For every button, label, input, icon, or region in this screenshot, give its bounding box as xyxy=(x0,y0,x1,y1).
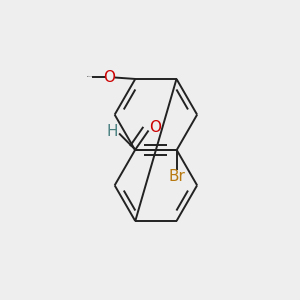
Text: methoxy: methoxy xyxy=(87,76,93,77)
Text: O: O xyxy=(103,70,116,85)
Text: H: H xyxy=(107,124,118,139)
Text: Br: Br xyxy=(168,169,185,184)
Text: O: O xyxy=(149,120,161,135)
